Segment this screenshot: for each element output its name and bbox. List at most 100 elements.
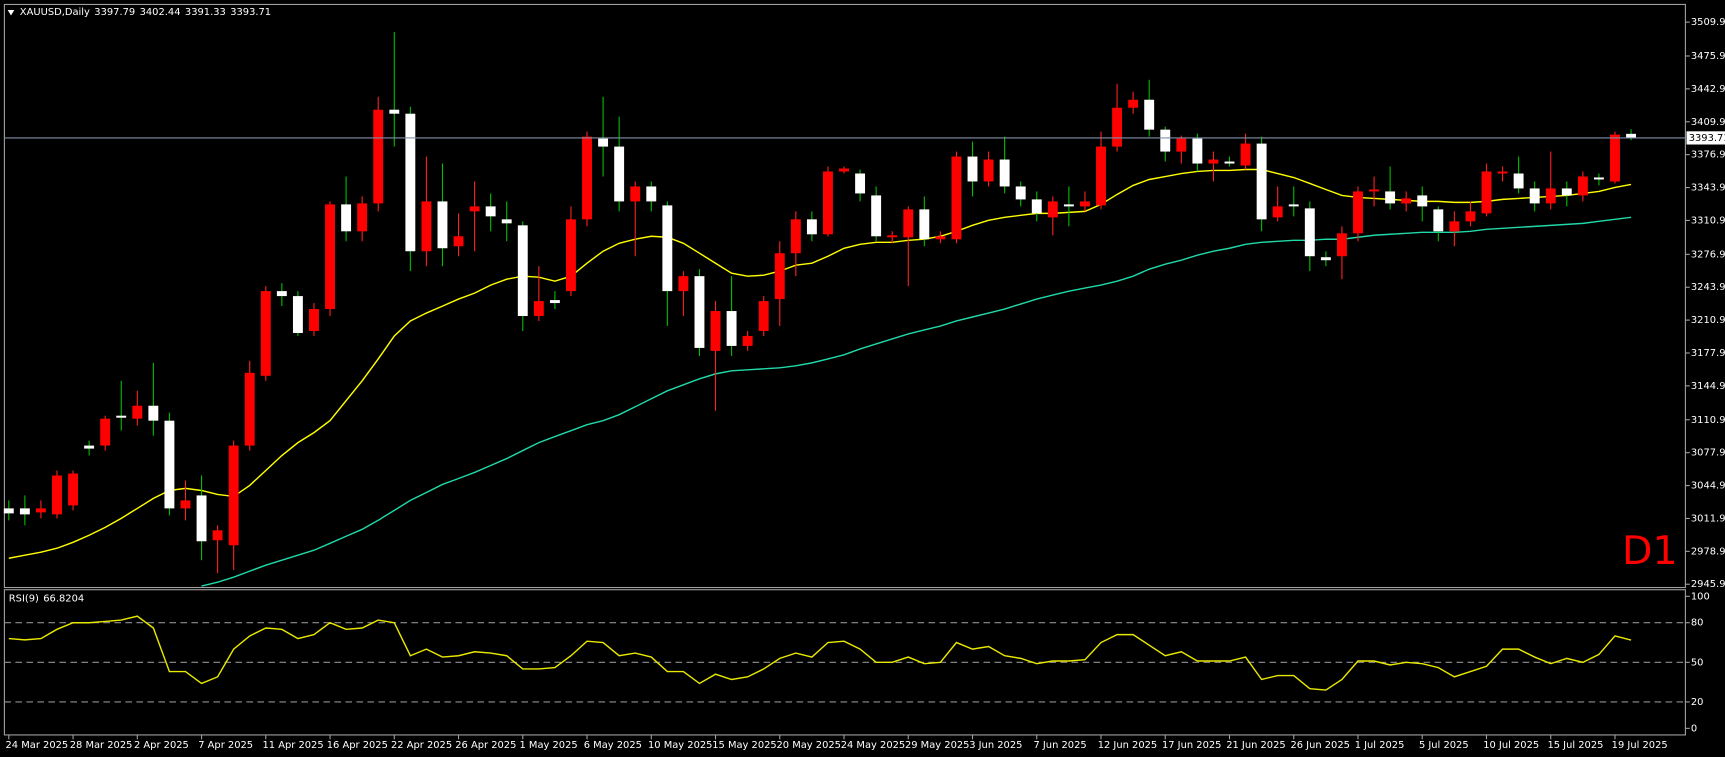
candle-body xyxy=(260,291,271,376)
candle-body xyxy=(951,156,962,240)
candle-body xyxy=(678,276,689,292)
y-tick-label: 80 xyxy=(1691,618,1704,629)
header-item: 3393.71 xyxy=(230,7,271,18)
y-tick-label: 3509.90 xyxy=(1691,17,1725,28)
candle-body xyxy=(1401,198,1412,204)
candle-body xyxy=(742,335,753,346)
candle-body xyxy=(1304,208,1315,257)
candle-body xyxy=(325,204,335,310)
candle-body xyxy=(1272,206,1283,218)
y-tick-label: 3110.90 xyxy=(1691,415,1725,426)
candle-body xyxy=(212,530,223,541)
candle-body xyxy=(19,508,30,515)
candle-body xyxy=(1176,138,1187,152)
candle-body xyxy=(533,301,544,317)
x-tick-label: 10 Jul 2025 xyxy=(1483,740,1539,751)
candle-body xyxy=(1208,159,1219,164)
candle-body xyxy=(1112,107,1123,147)
candle-body xyxy=(983,159,994,182)
candle-body xyxy=(1063,204,1074,207)
candle-body xyxy=(630,186,641,202)
x-tick-label: 17 Jun 2025 xyxy=(1162,740,1221,751)
candle-body xyxy=(421,201,432,252)
candle-body xyxy=(132,405,143,419)
candle-body xyxy=(871,195,882,237)
y-tick-label: 3442.90 xyxy=(1691,84,1725,95)
header-item: 3391.33 xyxy=(185,7,226,18)
menu-arrow xyxy=(7,9,15,16)
candle-body xyxy=(68,473,78,506)
x-tick-label: 15 May 2025 xyxy=(712,740,777,751)
y-tick-label: 3011.90 xyxy=(1691,513,1725,524)
candle-body xyxy=(196,495,207,542)
y-tick-label: 3310.90 xyxy=(1691,215,1725,226)
line xyxy=(8,615,1632,691)
candle-body xyxy=(790,219,801,254)
candle-body xyxy=(1610,134,1620,182)
y-tick-label: 3343.90 xyxy=(1691,183,1725,194)
candle-body xyxy=(84,445,95,449)
candle-body xyxy=(1224,161,1235,164)
y-tick-label: 3177.90 xyxy=(1691,348,1725,359)
x-tick-label: 5 Jul 2025 xyxy=(1419,740,1469,751)
candle-body xyxy=(116,415,127,418)
candle-body xyxy=(935,236,946,240)
candle-body xyxy=(694,276,705,348)
x-tick-label: 1 May 2025 xyxy=(519,740,577,751)
x-tick-label: 1 Jul 2025 xyxy=(1355,740,1405,751)
header-item: RSI(9) xyxy=(9,594,39,605)
candle-body xyxy=(726,311,737,346)
y-tick-label: 2945.90 xyxy=(1691,579,1725,590)
y-tick-label: 3044.90 xyxy=(1691,481,1725,492)
header-item: XAUUSD,Daily xyxy=(20,7,90,18)
candle-body xyxy=(244,372,255,446)
candle-body xyxy=(1160,129,1171,152)
x-tick-label: 11 Apr 2025 xyxy=(262,740,323,751)
candle-body xyxy=(598,138,609,147)
candle-body xyxy=(855,173,866,194)
candle-body xyxy=(1385,191,1396,204)
main-frame xyxy=(3,3,1686,589)
candle-body xyxy=(373,109,384,204)
candle-body xyxy=(341,204,352,232)
candle-body xyxy=(1481,171,1492,214)
candle-body xyxy=(485,206,496,217)
candle-body xyxy=(1047,201,1058,218)
header-item: 3397.79 xyxy=(94,7,135,18)
y-tick-label: 100 xyxy=(1691,591,1710,602)
price-label: 3393.71 xyxy=(1689,133,1725,144)
candle-body xyxy=(710,311,721,351)
candle-body xyxy=(839,168,849,172)
candle-body xyxy=(566,219,576,292)
candle-body xyxy=(164,420,175,509)
candle-body xyxy=(1545,188,1556,204)
candle-body xyxy=(148,405,159,421)
x-tick-label: 16 Apr 2025 xyxy=(327,740,388,751)
candle-body xyxy=(1256,143,1267,220)
header-item: 66.8204 xyxy=(43,594,84,605)
candle-body xyxy=(582,136,592,220)
x-tick-label: 19 Jul 2025 xyxy=(1612,740,1668,751)
x-tick-label: 24 Mar 2025 xyxy=(6,740,69,751)
candle-body xyxy=(1417,195,1428,207)
candle-body xyxy=(549,300,560,304)
candle-body xyxy=(180,500,191,509)
candle-body xyxy=(1626,133,1636,138)
y-tick-label: 0 xyxy=(1691,723,1697,734)
timeframe-label: D1 xyxy=(1622,528,1678,574)
x-tick-label: 22 Apr 2025 xyxy=(391,740,452,751)
candle-body xyxy=(774,253,785,300)
candle-body xyxy=(1240,143,1251,166)
candle-body xyxy=(614,146,625,202)
x-tick-label: 21 Jun 2025 xyxy=(1226,740,1286,751)
y-tick-label: 2978.90 xyxy=(1691,546,1725,557)
candle-body xyxy=(1577,176,1588,196)
x-tick-label: 26 Jun 2025 xyxy=(1290,740,1350,751)
x-tick-label: 12 Jun 2025 xyxy=(1098,740,1158,751)
candle-body xyxy=(1513,173,1524,189)
candle-body xyxy=(292,296,303,333)
x-tick-label: 26 Apr 2025 xyxy=(455,740,516,751)
x-tick-label: 3 Jun 2025 xyxy=(969,740,1022,751)
